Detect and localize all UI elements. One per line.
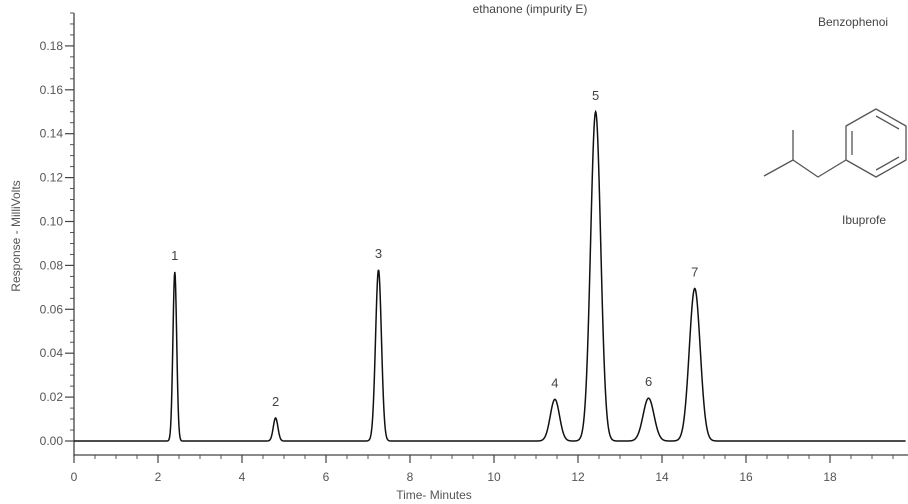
peak-label-4: 4 <box>551 375 558 390</box>
y-tick-label: 0.08 <box>40 258 64 272</box>
benzophenone-label: Benzophenoi <box>818 15 888 29</box>
peak-label-7: 7 <box>691 264 698 279</box>
x-tick-label: 18 <box>823 470 837 484</box>
impurity-e-label: ethanone (impurity E) <box>473 2 588 16</box>
y-tick-label: 0.12 <box>40 171 64 185</box>
y-tick-label: 0.16 <box>40 83 64 97</box>
y-tick-label: 0.14 <box>40 127 64 141</box>
x-tick-label: 2 <box>155 470 162 484</box>
x-tick-label: 8 <box>407 470 414 484</box>
x-tick-label: 6 <box>323 470 330 484</box>
x-tick-label: 4 <box>239 470 246 484</box>
y-axis: 0.00 0.02 0.04 0.06 0.08 0.10 0.12 0.14 0.16 0.18 <box>40 12 75 457</box>
x-tick-label: 14 <box>655 470 669 484</box>
y-tick-label: 0.06 <box>40 302 64 316</box>
x-axis: 0 2 4 6 8 10 12 14 16 18 <box>71 454 908 484</box>
x-tick-label: 10 <box>487 470 501 484</box>
peak-labels: 1 2 3 4 5 6 7 <box>171 88 698 409</box>
x-tick-label: 0 <box>71 470 78 484</box>
x-tick-label: 16 <box>739 470 753 484</box>
y-tick-label: 0.00 <box>40 434 64 448</box>
peak-label-3: 3 <box>375 246 382 261</box>
peak-label-1: 1 <box>171 248 178 263</box>
x-tick-label: 12 <box>571 470 585 484</box>
y-tick-label: 0.04 <box>40 346 64 360</box>
x-axis-title: Time- Minutes <box>396 488 472 502</box>
peak-label-2: 2 <box>272 394 279 409</box>
y-axis-title: Response - MilliVolts <box>9 180 23 291</box>
peak-label-5: 5 <box>592 88 599 103</box>
y-tick-label: 0.02 <box>40 390 64 404</box>
y-tick-label: 0.18 <box>40 39 64 53</box>
chromatogram-trace <box>74 109 906 442</box>
ibuprofen-label: Ibuprofe <box>842 213 886 227</box>
y-tick-label: 0.10 <box>40 215 64 229</box>
ibuprofen-structure-icon <box>763 108 907 178</box>
peak-label-6: 6 <box>645 374 652 389</box>
